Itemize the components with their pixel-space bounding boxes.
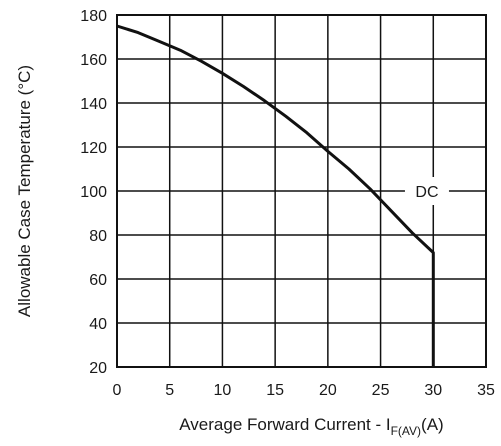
- y-tick-label: 80: [89, 228, 107, 245]
- y-tick-label: 140: [80, 96, 107, 113]
- y-tick-label: 20: [89, 360, 107, 377]
- y-tick-label: 160: [80, 52, 107, 69]
- series-line-dc: [116, 24, 435, 367]
- y-tick-label: 40: [89, 316, 107, 333]
- x-tick-label: 15: [266, 382, 284, 399]
- x-tick-label: 20: [319, 382, 337, 399]
- x-tick-label: 30: [424, 382, 442, 399]
- x-axis-label-unit: (A): [421, 415, 444, 434]
- x-tick-label: 0: [113, 382, 122, 399]
- x-tick-label: 25: [372, 382, 390, 399]
- tick-labels: 0 5 10 15 20 25 30 35 20 40 60 80 100 120 140 160 180: [80, 8, 495, 399]
- annotation-background: [404, 177, 449, 205]
- x-axis-label: Average Forward Current - IF(AV)(A): [179, 415, 443, 438]
- y-axis-label: Allowable Case Temperature (°C): [15, 65, 34, 317]
- plot-frame: [116, 14, 487, 368]
- x-tick-label: 10: [214, 382, 232, 399]
- series-layer: [116, 24, 435, 367]
- x-axis-label-subscript: F(AV): [391, 424, 421, 438]
- annotation-dc-label: DC: [415, 184, 438, 201]
- y-tick-label: 60: [89, 272, 107, 289]
- y-tick-label: 100: [80, 184, 107, 201]
- annotation-layer: DC: [404, 177, 449, 205]
- x-axis-label-main: Average Forward Current - I: [179, 415, 390, 434]
- y-tick-label: 180: [80, 8, 107, 25]
- y-tick-label: 120: [80, 140, 107, 157]
- x-tick-label: 35: [477, 382, 495, 399]
- x-tick-label: 5: [165, 382, 174, 399]
